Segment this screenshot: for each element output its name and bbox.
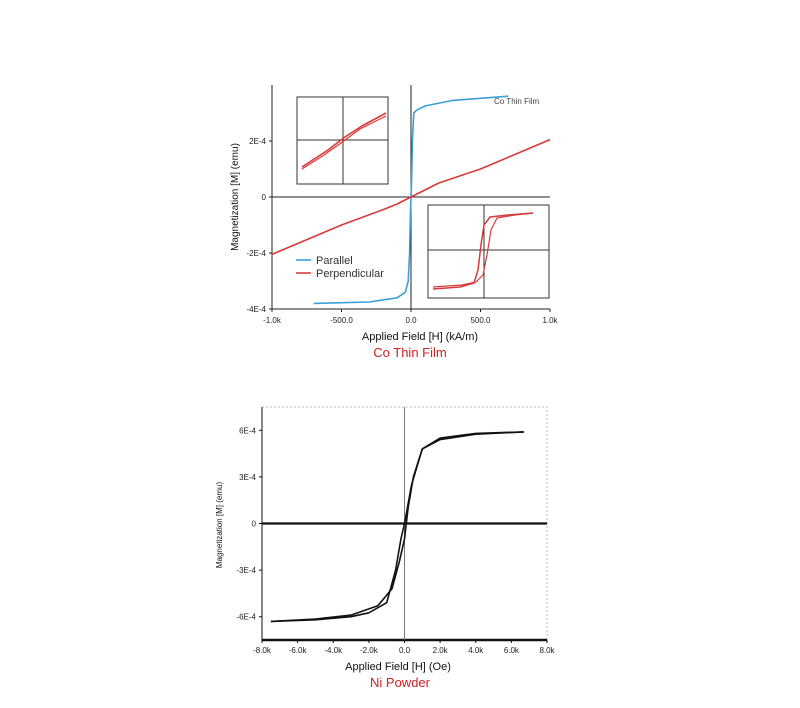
chart1-x-tick-label: 0.0 (405, 316, 417, 325)
chart1-series-perpendicular (271, 138, 551, 256)
chart1-legend: Parallel Perpendicular (296, 255, 384, 280)
inset1-loop-upper (301, 112, 387, 168)
chart1-caption: Co Thin Film (373, 345, 446, 360)
chart-co-thin-film: 2E-4 0 -2E-4 -4E-4 -1.0k -500.0 0.0 500.0 1.0k C… (230, 85, 559, 360)
chart2-x-tick-label: 6.0k (504, 646, 520, 655)
chart2-x-tick-label: 4.0k (468, 646, 484, 655)
inset2-loop-branch-a (432, 212, 534, 290)
chart2-x-axis-label: Applied Field [H] (Oe) (345, 661, 451, 673)
chart2-series (270, 431, 524, 623)
legend-label-perpendicular: Perpendicular (316, 268, 384, 280)
chart2-y-tick-label: 3E-4 (239, 473, 256, 482)
chart1-x-tick-label: 500.0 (470, 316, 491, 325)
chart1-x-axis-label: Applied Field [H] (kA/m) (362, 331, 478, 343)
chart2-x-tick-label: 8.0k (539, 646, 555, 655)
chart2-x-tick-label: -2.0k (360, 646, 379, 655)
chart2-caption: Ni Powder (370, 675, 431, 690)
chart1-inset-lower-right (427, 204, 550, 299)
chart1-y-tick-label: -2E-4 (246, 249, 266, 258)
chart2-x-tick-label: 2.0k (433, 646, 449, 655)
chart1-series (271, 95, 551, 305)
chart1-y-tick-label: 0 (262, 193, 267, 202)
chart1-annotation: Co Thin Film (494, 97, 540, 106)
chart1-y-tick-label: -4E-4 (246, 305, 266, 314)
chart1-x-tick-label: -1.0k (263, 316, 282, 325)
chart2-y-tick-label: 6E-4 (239, 426, 256, 435)
chart1-tick-labels: 2E-4 0 -2E-4 -4E-4 -1.0k -500.0 0.0 500.0 1.0k (246, 137, 558, 325)
chart2-series-branch-2 (270, 431, 524, 623)
chart-ni-powder: 6E-4 3E-4 0 -3E-4 -6E-4 -8.0k -6.0k -4.0k -2.0k 0… (215, 406, 556, 690)
inset2-loop-branch-b (432, 212, 534, 288)
chart1-x-tick-label: 1.0k (542, 316, 558, 325)
chart2-x-tick-label: -4.0k (324, 646, 343, 655)
chart2-x-tick-label: -8.0k (253, 646, 272, 655)
legend-label-parallel: Parallel (316, 255, 353, 267)
chart1-x-tick-label: -500.0 (330, 316, 353, 325)
chart1-y-tick-label: 2E-4 (249, 137, 266, 146)
chart1-inset-upper-left (296, 96, 389, 185)
chart2-y-tick-label: -6E-4 (236, 613, 256, 622)
inset1-loop-lower (301, 115, 387, 170)
chart2-y-tick-label: 0 (252, 520, 257, 529)
chart2-tick-labels: 6E-4 3E-4 0 -3E-4 -6E-4 -8.0k -6.0k -4.0k -2.0k 0… (236, 426, 555, 655)
inset2-frame (427, 204, 550, 299)
chart2-series-branch-1 (270, 431, 524, 623)
chart2-y-axis-label: Magnetization [M] (emu) (215, 482, 224, 569)
chart2-x-tick-label: 0.0 (399, 646, 411, 655)
chart1-y-axis-label: Magnetization [M] (emu) (230, 143, 241, 251)
chart2-x-tick-label: -6.0k (289, 646, 308, 655)
chart2-y-tick-label: -3E-4 (236, 566, 256, 575)
